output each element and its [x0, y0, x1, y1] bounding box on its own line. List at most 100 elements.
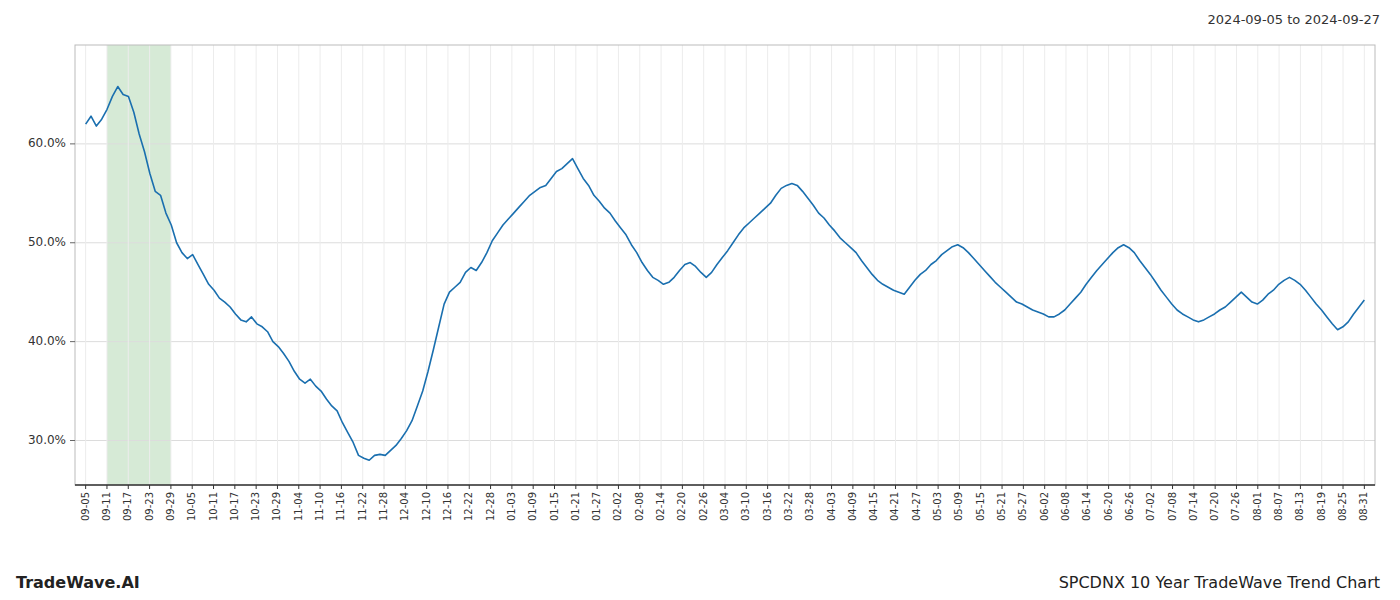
- grid-line-x: [1279, 45, 1280, 485]
- grid-line-x: [1193, 45, 1194, 485]
- x-tick-label: 06-08: [1060, 492, 1071, 521]
- x-tick-label: 05-09: [953, 492, 964, 521]
- x-tick: [1087, 485, 1088, 489]
- grid-line-x: [298, 45, 299, 485]
- grid-line-x: [554, 45, 555, 485]
- x-tick: [85, 485, 86, 489]
- x-tick-label: 07-20: [1209, 492, 1220, 521]
- chart: 30.0%40.0%50.0%60.0%09-0509-1109-1709-23…: [0, 0, 1400, 600]
- grid-line-x: [916, 45, 917, 485]
- x-tick: [1279, 485, 1280, 489]
- grid-line-x: [810, 45, 811, 485]
- grid-line-x: [1172, 45, 1173, 485]
- x-tick-label: 03-04: [719, 492, 730, 521]
- x-tick-label: 11-04: [293, 492, 304, 521]
- x-tick-label: 04-15: [868, 492, 879, 521]
- x-tick: [831, 485, 832, 489]
- x-tick-label: 02-14: [655, 492, 666, 521]
- x-tick: [533, 485, 534, 489]
- y-tick: [70, 143, 75, 144]
- x-tick: [447, 485, 448, 489]
- grid-line-x: [469, 45, 470, 485]
- grid-line-x: [1257, 45, 1258, 485]
- plot-area: [75, 45, 1375, 485]
- grid-line-x: [874, 45, 875, 485]
- x-tick-label: 09-23: [144, 492, 155, 521]
- grid-line-x: [639, 45, 640, 485]
- grid-line-x: [767, 45, 768, 485]
- grid-line-x: [703, 45, 704, 485]
- x-tick-label: 02-02: [612, 492, 623, 521]
- x-tick: [277, 485, 278, 489]
- grid-line-x: [320, 45, 321, 485]
- x-tick: [746, 485, 747, 489]
- grid-line-x: [959, 45, 960, 485]
- x-tick: [128, 485, 129, 489]
- grid-line-x: [533, 45, 534, 485]
- grid-line-x: [213, 45, 214, 485]
- x-tick: [1215, 485, 1216, 489]
- x-tick-label: 11-28: [378, 492, 389, 521]
- background: [0, 0, 1400, 600]
- x-tick-label: 08-13: [1294, 492, 1305, 521]
- x-tick-label: 12-04: [399, 492, 410, 521]
- trend-line: [86, 87, 1365, 461]
- x-tick: [426, 485, 427, 489]
- grid-line-x: [788, 45, 789, 485]
- grid-line-x: [725, 45, 726, 485]
- x-tick-label: 10-05: [186, 492, 197, 521]
- x-tick: [725, 485, 726, 489]
- y-tick-label: 60.0%: [28, 136, 66, 150]
- x-tick: [1129, 485, 1130, 489]
- x-tick: [298, 485, 299, 489]
- x-tick: [213, 485, 214, 489]
- x-tick-label: 08-07: [1273, 492, 1284, 521]
- x-tick: [639, 485, 640, 489]
- grid-line-x: [895, 45, 896, 485]
- x-tick-label: 04-27: [911, 492, 922, 521]
- grid-line-x: [852, 45, 853, 485]
- grid-line-x: [1023, 45, 1024, 485]
- grid-line-x: [85, 45, 86, 485]
- grid-line-x: [490, 45, 491, 485]
- x-tick: [618, 485, 619, 489]
- x-tick: [320, 485, 321, 489]
- x-tick-label: 12-22: [463, 492, 474, 521]
- grid-line-x: [234, 45, 235, 485]
- grid-line-x: [618, 45, 619, 485]
- x-tick: [170, 485, 171, 489]
- x-tick-label: 05-15: [975, 492, 986, 521]
- x-tick: [341, 485, 342, 489]
- x-tick-label: 02-26: [698, 492, 709, 521]
- x-tick: [1172, 485, 1173, 489]
- grid-line-x: [1364, 45, 1365, 485]
- x-tick: [469, 485, 470, 489]
- x-tick-label: 05-21: [996, 492, 1007, 521]
- y-tick-label: 30.0%: [28, 433, 66, 447]
- x-tick-label: 09-05: [80, 492, 91, 521]
- grid-line-x: [575, 45, 576, 485]
- x-tick: [106, 485, 107, 489]
- x-tick: [1044, 485, 1045, 489]
- grid-line-x: [682, 45, 683, 485]
- x-tick-label: 01-03: [506, 492, 517, 521]
- x-tick-label: 03-10: [740, 492, 751, 521]
- x-tick: [959, 485, 960, 489]
- x-tick-label: 10-17: [229, 492, 240, 521]
- x-tick-label: 12-28: [485, 492, 496, 521]
- grid-line-x: [149, 45, 150, 485]
- title: 2024-09-05 to 2024-09-27: [1208, 12, 1380, 27]
- grid-line-x: [405, 45, 406, 485]
- x-tick-label: 01-21: [570, 492, 581, 521]
- x-tick: [980, 485, 981, 489]
- x-tick: [192, 485, 193, 489]
- x-tick: [1343, 485, 1344, 489]
- x-tick: [810, 485, 811, 489]
- x-tick: [874, 485, 875, 489]
- x-tick-label: 03-16: [762, 492, 773, 521]
- x-tick-label: 08-25: [1337, 492, 1348, 521]
- grid-line-x: [447, 45, 448, 485]
- footer-right: SPCDNX 10 Year TradeWave Trend Chart: [1059, 573, 1380, 592]
- x-tick: [1364, 485, 1365, 489]
- grid-line-x: [1343, 45, 1344, 485]
